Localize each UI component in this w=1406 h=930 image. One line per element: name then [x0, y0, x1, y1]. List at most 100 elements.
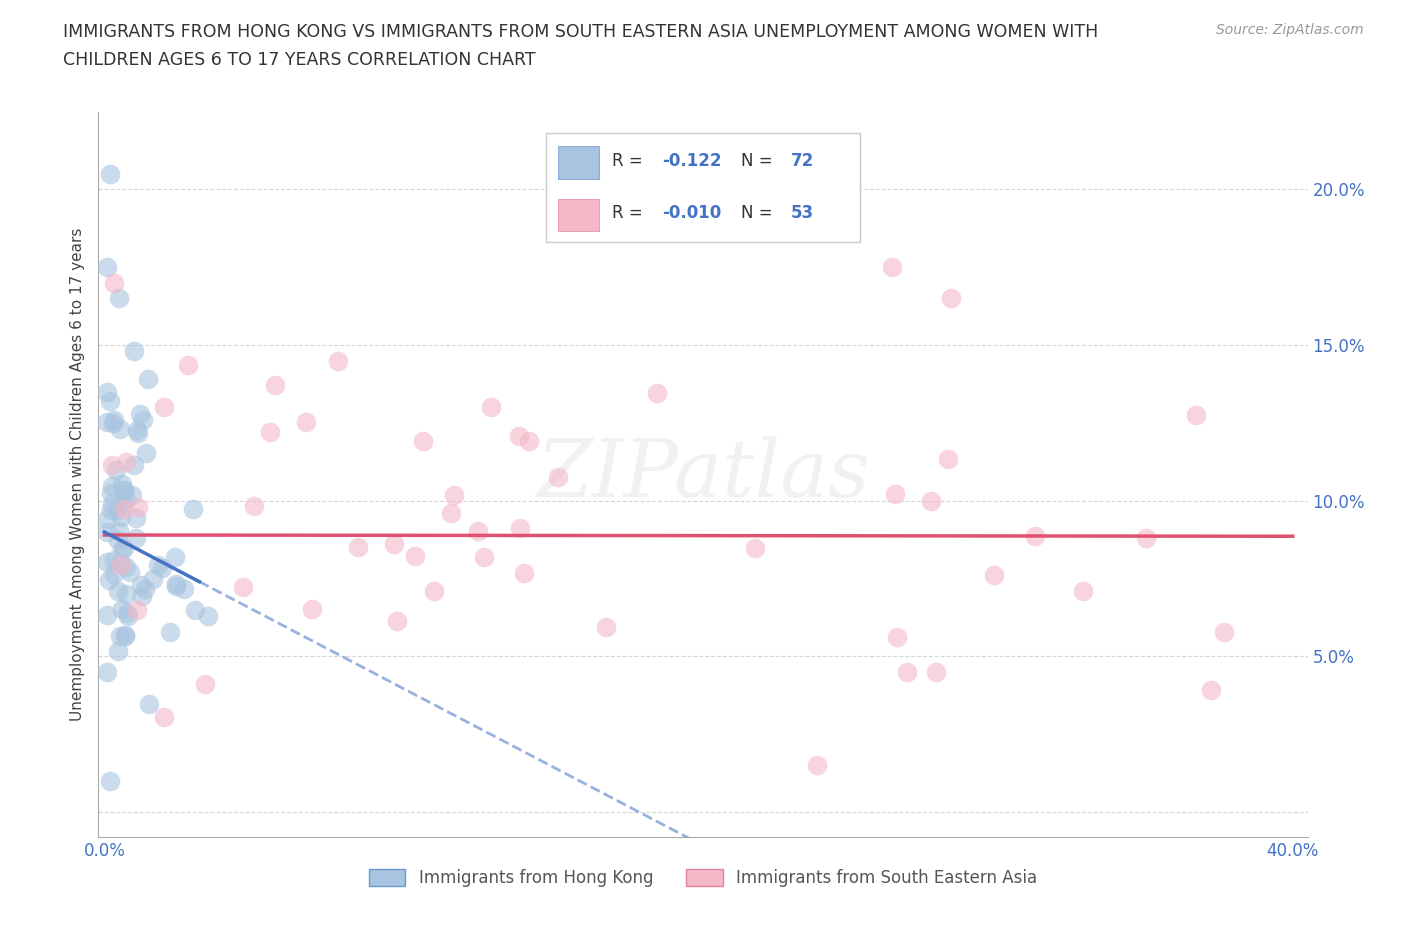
Point: [96, 607, 118, 622]
Point: [98, 774, 121, 789]
Point: [509, 520, 531, 535]
Point: [472, 550, 495, 565]
Point: [595, 619, 617, 634]
Point: [259, 425, 281, 440]
Point: [108, 421, 131, 436]
Point: [404, 549, 426, 564]
Point: [100, 485, 122, 500]
Point: [114, 627, 136, 642]
Point: [111, 476, 134, 491]
Point: [108, 291, 131, 306]
Point: [467, 524, 489, 538]
Point: [936, 452, 959, 467]
Point: [148, 557, 170, 572]
Point: [103, 566, 125, 581]
Point: [163, 549, 186, 564]
Point: [115, 559, 138, 574]
Point: [103, 552, 125, 567]
Point: [103, 416, 125, 431]
Point: [98, 394, 121, 409]
Point: [115, 587, 138, 602]
Point: [138, 697, 160, 711]
Point: [134, 581, 156, 596]
Point: [517, 433, 540, 448]
Point: [159, 625, 181, 640]
Point: [125, 511, 148, 525]
Point: [110, 541, 132, 556]
Point: [647, 385, 669, 400]
Point: [103, 413, 125, 428]
Point: [173, 581, 195, 596]
Point: [512, 565, 534, 580]
Point: [183, 501, 205, 516]
Point: [263, 378, 285, 392]
Point: [326, 353, 349, 368]
Text: ZIPatlas: ZIPatlas: [536, 435, 870, 513]
Point: [112, 482, 135, 497]
Point: [412, 433, 434, 448]
Point: [131, 412, 153, 427]
Point: [176, 357, 198, 372]
Point: [153, 710, 176, 724]
Point: [184, 603, 207, 618]
Point: [135, 445, 157, 460]
Point: [1185, 407, 1208, 422]
Point: [100, 502, 122, 517]
Point: [107, 524, 129, 538]
Point: [107, 584, 129, 599]
Point: [1071, 583, 1094, 598]
Point: [103, 275, 125, 290]
Point: [110, 558, 132, 573]
Point: [110, 629, 132, 644]
Point: [152, 400, 174, 415]
Point: [105, 502, 128, 517]
Point: [896, 665, 918, 680]
Point: [112, 540, 135, 555]
Point: [295, 415, 318, 430]
Point: [385, 613, 408, 628]
Point: [443, 488, 465, 503]
Point: [101, 479, 124, 494]
Point: [125, 531, 148, 546]
Point: [104, 463, 127, 478]
Point: [112, 502, 135, 517]
Point: [128, 407, 150, 422]
Point: [111, 601, 134, 616]
Point: [346, 540, 368, 555]
Point: [165, 577, 187, 591]
Point: [886, 630, 908, 644]
Point: [127, 603, 149, 618]
Text: IMMIGRANTS FROM HONG KONG VS IMMIGRANTS FROM SOUTH EASTERN ASIA UNEMPLOYMENT AMO: IMMIGRANTS FROM HONG KONG VS IMMIGRANTS …: [63, 23, 1098, 41]
Point: [440, 505, 463, 520]
Point: [939, 291, 962, 306]
Y-axis label: Unemployment Among Women with Children Ages 6 to 17 years: Unemployment Among Women with Children A…: [70, 228, 86, 721]
Point: [114, 455, 136, 470]
Point: [110, 555, 132, 570]
Point: [142, 572, 165, 587]
Point: [121, 487, 143, 502]
Legend: Immigrants from Hong Kong, Immigrants from South Eastern Asia: Immigrants from Hong Kong, Immigrants fr…: [361, 862, 1045, 894]
Point: [194, 676, 217, 691]
Text: CHILDREN AGES 6 TO 17 YEARS CORRELATION CHART: CHILDREN AGES 6 TO 17 YEARS CORRELATION …: [63, 51, 536, 69]
Point: [115, 492, 138, 507]
Point: [127, 499, 149, 514]
Point: [806, 758, 828, 773]
Point: [983, 567, 1005, 582]
Point: [101, 458, 124, 473]
Point: [1135, 531, 1157, 546]
Point: [111, 497, 134, 512]
Point: [1024, 528, 1046, 543]
Point: [101, 497, 124, 512]
Point: [232, 579, 254, 594]
Point: [96, 512, 118, 526]
Point: [423, 583, 446, 598]
Point: [98, 166, 121, 181]
Point: [112, 483, 135, 498]
Point: [96, 384, 118, 399]
Text: Source: ZipAtlas.com: Source: ZipAtlas.com: [1216, 23, 1364, 37]
Point: [114, 628, 136, 643]
Point: [122, 458, 145, 472]
Point: [96, 554, 118, 569]
Point: [1199, 683, 1222, 698]
Point: [107, 644, 129, 658]
